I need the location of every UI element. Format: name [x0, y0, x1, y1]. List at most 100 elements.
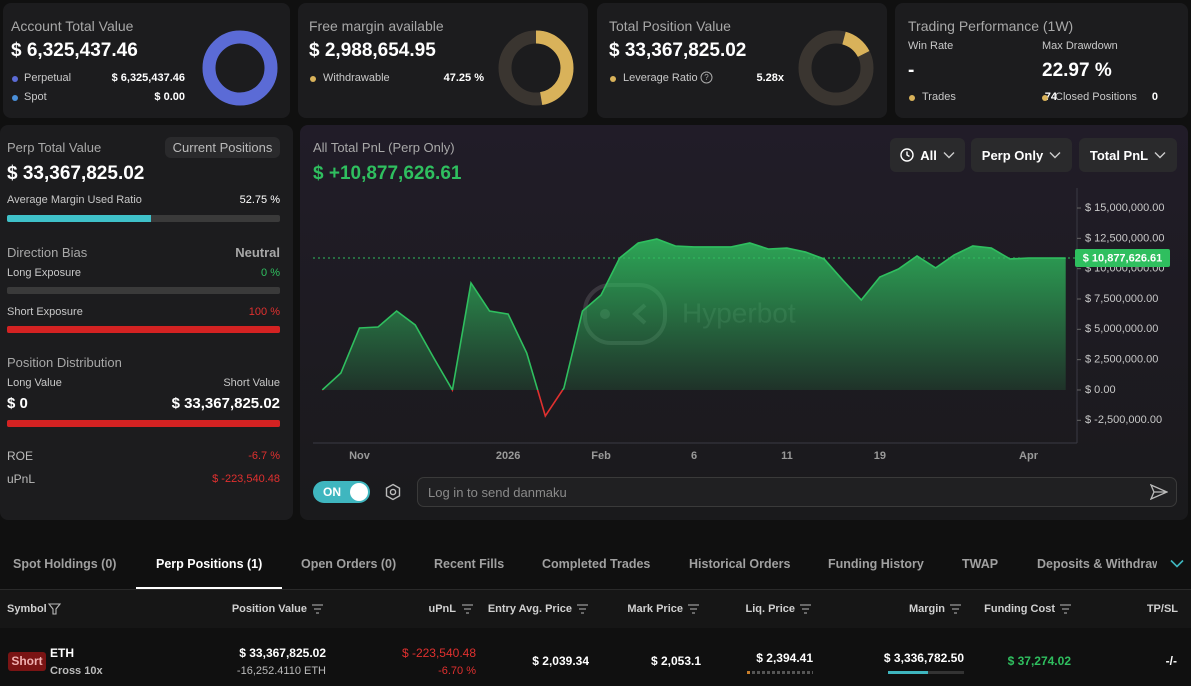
- positions-button[interactable]: Current Positions: [165, 137, 280, 158]
- legend-dot: [12, 95, 18, 101]
- y-tick-label: $ 7,500,000.00: [1085, 293, 1158, 305]
- row-label: Withdrawable: [323, 72, 390, 84]
- x-tick-label: 11: [781, 450, 793, 462]
- column-header[interactable]: Funding Cost: [984, 603, 1055, 615]
- sort-icons: [47, 603, 1071, 615]
- metric-value: 52.75 %: [239, 194, 280, 206]
- row-label: Trades: [922, 91, 956, 103]
- tab[interactable]: Completed Trades: [542, 557, 651, 571]
- chart-title: All Total PnL (Perp Only): [313, 140, 455, 155]
- long-value: $ 0: [7, 395, 28, 412]
- metric-label: Average Margin Used Ratio: [7, 194, 142, 206]
- panel-title: Perp Total Value: [7, 140, 102, 155]
- metric-label: ROE: [7, 449, 34, 463]
- metric-value: $ -223,540.48: [212, 473, 280, 485]
- donut: [498, 30, 574, 106]
- tab[interactable]: Spot Holdings (0): [13, 557, 117, 571]
- danmaku-input[interactable]: Log in to send danmaku: [417, 477, 1177, 507]
- performance-card: Trading Performance (1W) Win Rate Max Dr…: [895, 3, 1188, 118]
- section-title: Position Distribution: [7, 355, 122, 370]
- progress-track: [7, 215, 280, 222]
- card-title: Total Position Value: [609, 18, 731, 34]
- cell: $ 33,367,825.02: [239, 646, 326, 660]
- margin-card: Free margin available $ 2,988,654.95 Wit…: [298, 3, 588, 118]
- column-header: Symbol: [7, 603, 47, 615]
- cell: $ 3,336,782.50: [883, 651, 964, 665]
- chart-headline: $ +10,877,626.61: [313, 163, 462, 184]
- column-header[interactable]: Entry Avg. Price: [487, 603, 572, 615]
- bias-value: Neutral: [235, 245, 280, 260]
- x-tick-label: 6: [691, 450, 697, 462]
- tab[interactable]: Deposits & Withdraw: [1037, 557, 1157, 571]
- metric-label: Long Exposure: [7, 267, 81, 279]
- metric-label: Short Exposure: [7, 306, 83, 318]
- dropdown-label: All: [920, 147, 937, 163]
- column-header: TP/SL: [1146, 603, 1178, 615]
- cell: $ 37,274.02: [1007, 654, 1071, 668]
- chevron: [1049, 152, 1061, 159]
- cell: $ -223,540.48: [401, 646, 476, 660]
- column-header[interactable]: Position Value: [231, 603, 307, 615]
- tab-active[interactable]: Perp Positions (1): [156, 557, 263, 571]
- input-placeholder: Log in to send danmaku: [428, 485, 567, 500]
- metric-label: Win Rate: [908, 40, 954, 52]
- x-tick-label: 19: [874, 450, 886, 462]
- metric-value: 100 %: [248, 306, 280, 318]
- metric-label: uPnL: [7, 472, 36, 486]
- progress-track: [7, 287, 280, 294]
- tab[interactable]: Historical Orders: [689, 557, 791, 571]
- pnl-chart: HyperbotNov2026Feb61119Apr$ -2,500,000.0…: [313, 188, 1170, 462]
- tab-underline: [136, 587, 282, 589]
- tab[interactable]: Recent Fills: [434, 557, 505, 571]
- metric-dropdown[interactable]: Total PnL: [1079, 138, 1177, 172]
- tab[interactable]: Open Orders (0): [301, 557, 397, 571]
- settings-icon[interactable]: [384, 483, 402, 501]
- symbol[interactable]: ETH: [50, 646, 74, 660]
- column-header[interactable]: Mark Price: [627, 603, 683, 615]
- column-header[interactable]: Margin: [908, 603, 945, 615]
- y-tick-label: $ 5,000,000.00: [1085, 323, 1158, 335]
- column-header[interactable]: uPnL: [428, 603, 457, 615]
- card-value: $ 33,367,825.02: [609, 40, 747, 61]
- tabs-more[interactable]: [1170, 559, 1184, 568]
- current-tag: [1075, 249, 1170, 268]
- card-value: $ 2,988,654.95: [309, 40, 436, 61]
- cell: -16,252.4110 ETH: [236, 665, 326, 677]
- card-value: $ 6,325,437.46: [11, 40, 138, 61]
- y-tick-label: $ 12,500,000.00: [1085, 232, 1165, 244]
- svg-text:?: ?: [704, 73, 709, 82]
- column-header[interactable]: Liq. Price: [745, 603, 795, 615]
- card-title: Trading Performance (1W): [908, 18, 1074, 34]
- y-tick-label: $ 0.00: [1085, 384, 1116, 396]
- section-title: Direction Bias: [7, 245, 88, 260]
- row-value: $ 0.00: [154, 91, 185, 103]
- margin-gauge: [888, 671, 964, 674]
- pnl-panel: All Total PnL (Perp Only) $ +10,877,626.…: [300, 125, 1188, 520]
- clock-icon: [900, 148, 914, 162]
- tab[interactable]: Funding History: [828, 557, 924, 571]
- y-tick-label: $ 15,000,000.00: [1085, 202, 1165, 214]
- card-title: Account Total Value: [11, 18, 134, 34]
- donut-segment: [202, 30, 278, 106]
- donut: [202, 30, 278, 106]
- card-title: Free margin available: [309, 18, 444, 34]
- metric-label: Long Value: [7, 377, 62, 389]
- range-dropdown[interactable]: All: [890, 138, 965, 172]
- help-icon[interactable]: ?: [700, 71, 713, 84]
- row-label: Spot: [24, 91, 47, 103]
- tab[interactable]: TWAP: [962, 557, 999, 571]
- row-value: 5.28x: [756, 72, 784, 84]
- send-icon[interactable]: [1150, 484, 1168, 500]
- legend-dot: [1042, 95, 1048, 101]
- scope-dropdown[interactable]: Perp Only: [971, 138, 1072, 172]
- danmaku-toggle[interactable]: ON: [313, 481, 370, 503]
- row-label: Closed Positions: [1055, 91, 1137, 103]
- liq-gauge: [747, 671, 813, 674]
- toggle-label: ON: [323, 485, 341, 499]
- metric-label: Max Drawdown: [1042, 40, 1118, 52]
- x-tick-label: 2026: [496, 450, 520, 462]
- dropdown-label: Total PnL: [1089, 147, 1149, 163]
- account-card: Account Total Value $ 6,325,437.46 Perpe…: [3, 3, 290, 118]
- x-tick-label: Apr: [1019, 450, 1039, 462]
